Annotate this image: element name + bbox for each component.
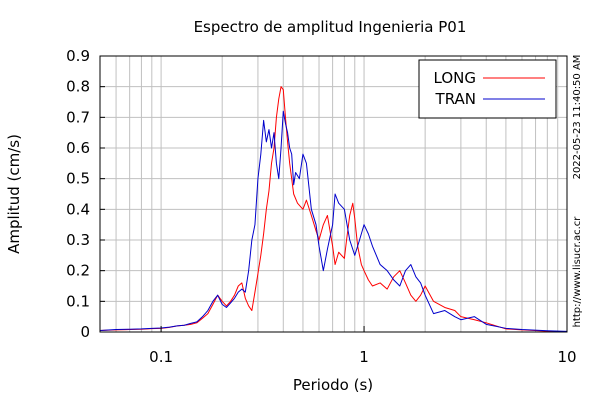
y-tick-label: 0.2 xyxy=(66,262,90,280)
chart-title: Espectro de amplitud Ingenieria P01 xyxy=(194,18,467,36)
y-tick-label: 0.6 xyxy=(66,139,90,157)
plot-frame xyxy=(99,55,568,333)
y-tick-label: 0.8 xyxy=(66,78,90,96)
series-line-long xyxy=(99,86,568,333)
axis-ticks: 0 0.1 0.2 0.3 0.4 0.5 0.6 0.7 0.8 0.9 0.1 1 10 xyxy=(66,47,576,366)
legend-label-long: LONG xyxy=(434,69,476,87)
y-tick-label: 0.1 xyxy=(66,292,90,310)
legend-box xyxy=(418,59,557,119)
series-line-tran xyxy=(99,110,568,332)
series-lines xyxy=(99,86,568,333)
y-tick-label: 0.7 xyxy=(66,108,90,126)
legend: LONG TRAN xyxy=(418,59,557,119)
y-tick-label: 0.4 xyxy=(66,200,90,218)
x-tick-label: 10 xyxy=(557,348,576,366)
x-tick-label: 0.1 xyxy=(149,348,173,366)
x-axis-label: Periodo (s) xyxy=(293,376,373,394)
source-url-label: http://www.lisucr.ac.cr xyxy=(572,216,583,328)
y-tick-label: 0.9 xyxy=(66,47,90,65)
legend-label-tran: TRAN xyxy=(435,90,476,108)
y-tick-label: 0 xyxy=(80,323,90,341)
timestamp-label: 2022-05-23 11:40:50 AM xyxy=(572,55,583,180)
y-tick-label: 0.5 xyxy=(66,170,90,188)
y-tick-label: 0.3 xyxy=(66,231,90,249)
x-tick-label: 1 xyxy=(359,348,369,366)
y-axis-label: Amplitud (cm/s) xyxy=(5,134,23,254)
